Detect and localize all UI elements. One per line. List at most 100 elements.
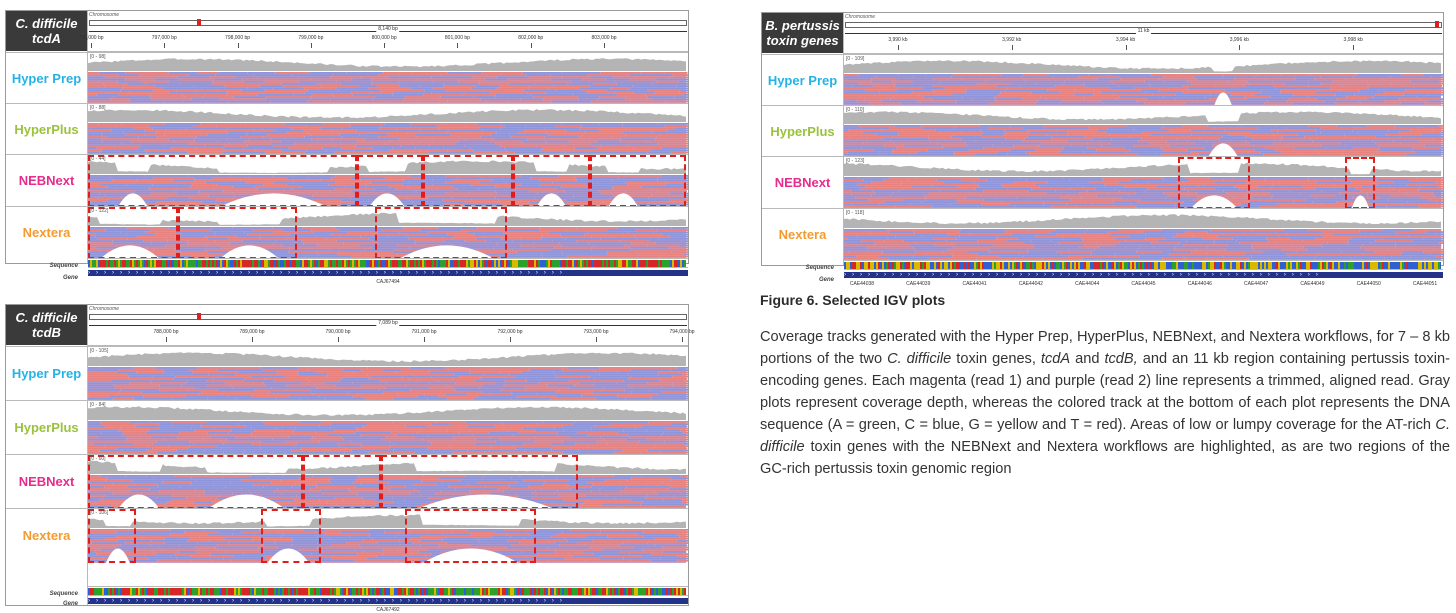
coverage-plot [88, 104, 688, 122]
alignment-track-hyperplus: [0 - 84] [88, 400, 688, 455]
coverage-range-label: [0 - 110] [846, 107, 864, 113]
highlight-box [357, 155, 423, 207]
highlight-box [88, 207, 178, 259]
alignment-track-hyperplus: [0 - 88] [88, 103, 688, 155]
figure-title: Figure 6. Selected IGV plots [760, 292, 945, 308]
gene-name-label: CAE44047 [1244, 281, 1268, 287]
caption-text: and [1070, 351, 1104, 367]
aligned-reads [844, 125, 1443, 157]
chromosome-label: Chromosome [89, 12, 119, 18]
coverage-range-label: [0 - 84] [90, 402, 106, 408]
gene-label: Gene [762, 277, 834, 283]
sequence-bases [88, 588, 686, 595]
alignment-track-nextera: [0 - 118] [844, 208, 1443, 261]
gene-name-label: CAE44045 [1131, 281, 1155, 287]
caption-gene-tcda: tcdA [1041, 351, 1070, 367]
gene-feature: ››››››››››››››››››››››››››››››››››››››››… [88, 270, 688, 276]
tick-mark [604, 43, 605, 48]
coverage-range-label: [0 - 123] [846, 158, 864, 164]
coverage-plot [88, 53, 688, 71]
coverage-range-label: [0 - 98] [90, 54, 106, 60]
tick-label: 789,000 bp [239, 329, 264, 335]
alignment-track-nebnext: [0 - 44] [88, 154, 688, 207]
workflow-label-hyperplus: HyperPlus [762, 105, 843, 156]
tick-label: 796,000 bp [78, 35, 103, 41]
gene-name-label: CAE44046 [1188, 281, 1212, 287]
tick-mark [164, 43, 165, 48]
gene-name-label: CAE44044 [1075, 281, 1099, 287]
workflow-label-nextera: Nextera [6, 508, 87, 562]
workflow-label-hyper-prep: Hyper Prep [6, 346, 87, 400]
highlight-box [261, 509, 321, 563]
tick-mark [1126, 45, 1127, 50]
tick-label: 793,000 bp [583, 329, 608, 335]
tick-mark [596, 337, 597, 342]
sequence-bases [88, 260, 686, 267]
tick-mark [682, 337, 683, 342]
tick-label: 3,996 kb [1230, 37, 1249, 43]
gene-name-label: CAE44049 [1300, 281, 1324, 287]
tick-label: 3,998 kb [1344, 37, 1363, 43]
caption-species: C. difficile [887, 351, 951, 367]
panel-title-line1: C. difficile [16, 310, 78, 325]
gene-feature: ››››››››››››››››››››››››››››››››››››››››… [88, 598, 688, 604]
tick-label: 802,000 bp [518, 35, 543, 41]
workflow-label-nebnext: NEBNext [6, 154, 87, 206]
tick-label: 3,994 kb [1116, 37, 1135, 43]
highlight-box [303, 455, 381, 509]
tick-mark [1012, 45, 1013, 50]
highlight-box [178, 207, 298, 259]
sequence-bases [844, 262, 1441, 269]
gene-name-label: CAE44039 [906, 281, 930, 287]
sequence-label: Sequence [762, 265, 834, 271]
workflow-label-hyper-prep: Hyper Prep [6, 52, 87, 103]
panel-title-line1: C. difficile [16, 16, 78, 31]
workflow-label-hyperplus: HyperPlus [6, 400, 87, 454]
tick-mark [457, 43, 458, 48]
gene-track: ››››››››››››››››››››››››››››››››››››››››… [844, 269, 1443, 284]
gene-name-label: CAJ67492 [376, 607, 399, 613]
tick-mark [238, 43, 239, 48]
coverage-plot [88, 347, 688, 366]
aligned-reads [88, 72, 688, 104]
coverage-range-label: [0 - 122] [90, 208, 108, 214]
tick-mark [311, 43, 312, 48]
tick-mark [338, 337, 339, 342]
tick-label: 798,000 bp [225, 35, 250, 41]
gene-name-label: CAE44038 [850, 281, 874, 287]
figure-caption: Coverage tracks generated with the Hyper… [760, 326, 1450, 480]
gene-label: Gene [6, 275, 78, 281]
tick-mark [91, 43, 92, 48]
highlight-box [405, 509, 537, 563]
current-region-marker [197, 19, 201, 26]
tick-label: 799,000 bp [298, 35, 323, 41]
tick-mark [898, 45, 899, 50]
coverage-range-label: [0 - 88] [90, 105, 106, 111]
tick-label: 800,000 bp [372, 35, 397, 41]
aligned-reads [88, 367, 688, 401]
workflow-label-nebnext: NEBNext [762, 156, 843, 208]
tick-label: 801,000 bp [445, 35, 470, 41]
tick-mark [1353, 45, 1354, 50]
tick-mark [510, 337, 511, 342]
aligned-reads [88, 421, 688, 455]
panel-title-line2: toxin genes [766, 33, 838, 48]
tick-mark [424, 337, 425, 342]
aligned-reads [844, 74, 1443, 106]
alignment-track-nebnext: [0 - 60] [88, 454, 688, 509]
coverage-plot [844, 55, 1443, 73]
current-region-marker [1435, 21, 1439, 28]
gene-track: ››››››››››››››››››››››››››››››››››››››››… [88, 595, 688, 610]
gene-label: Gene [6, 601, 78, 607]
highlight-box [88, 509, 136, 563]
tick-mark [384, 43, 385, 48]
workflow-label-nextera: Nextera [762, 208, 843, 259]
